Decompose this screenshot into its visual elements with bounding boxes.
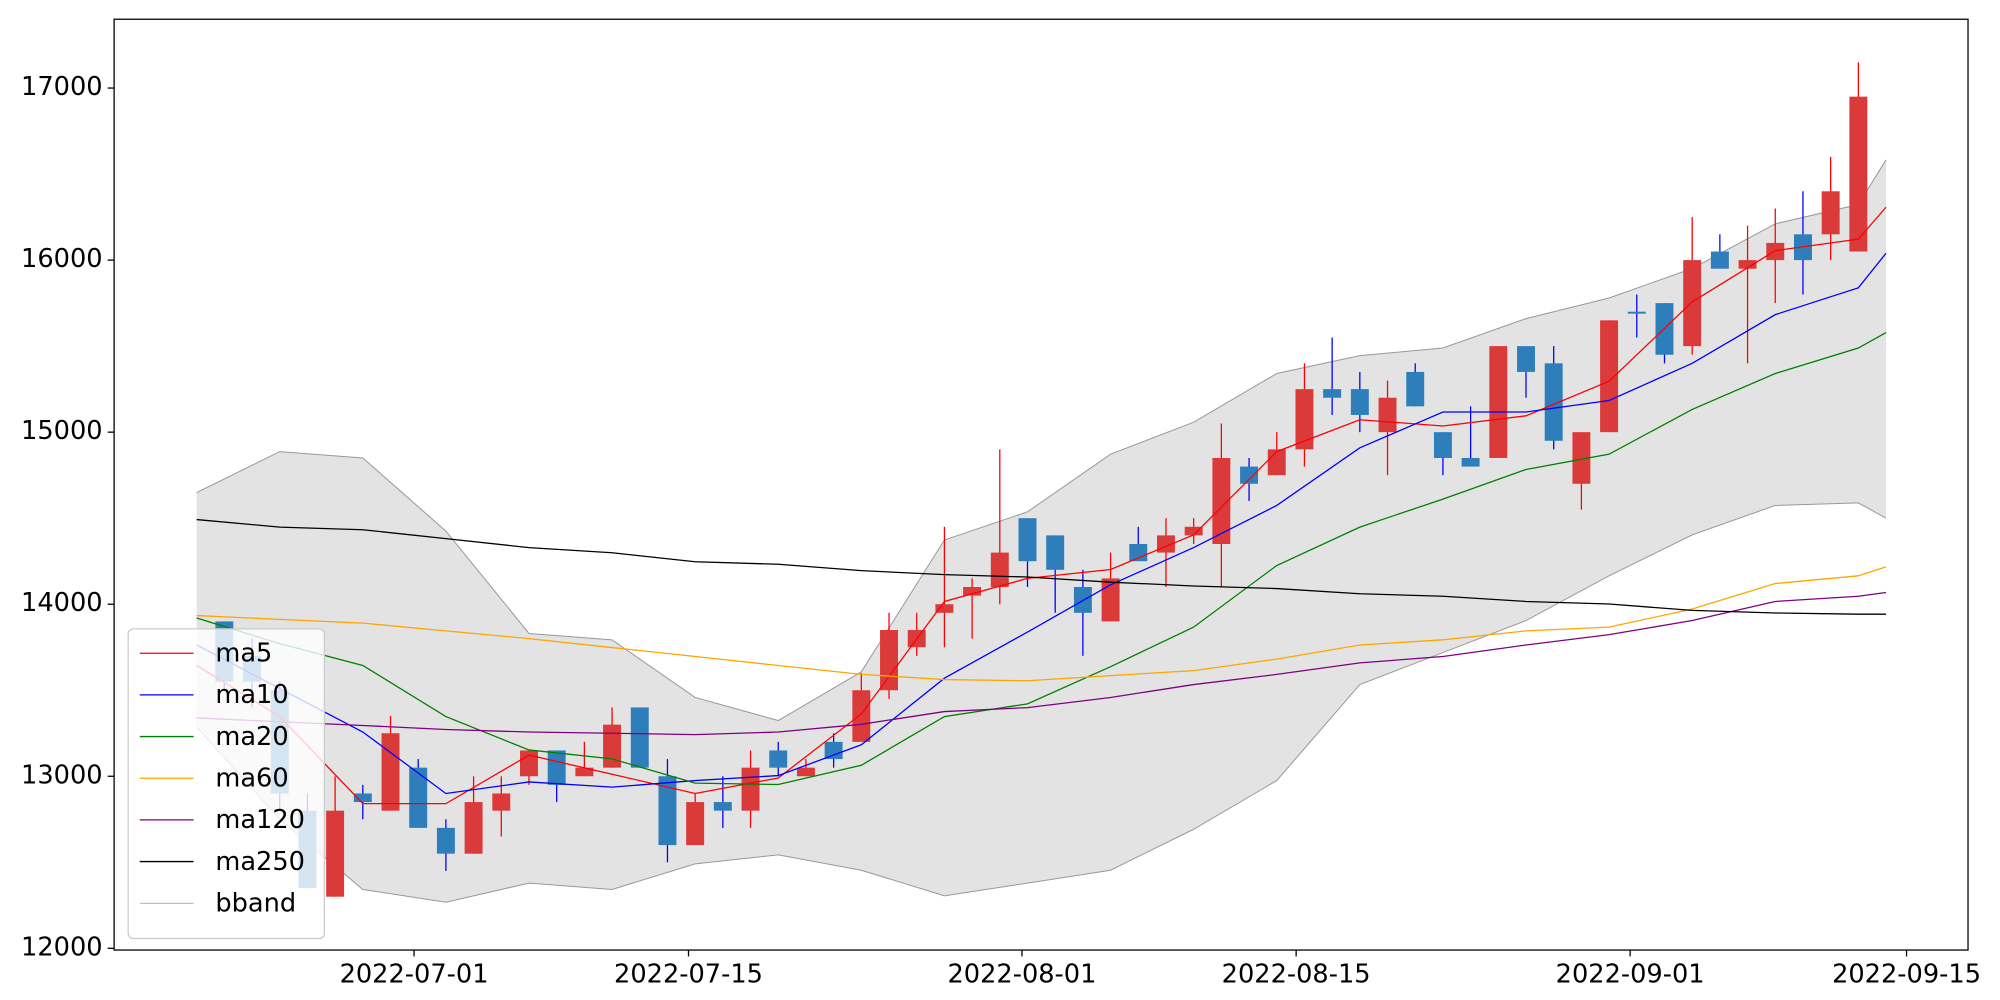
candle-body bbox=[741, 767, 760, 811]
candle-body bbox=[935, 604, 954, 613]
candle-body bbox=[630, 707, 649, 768]
bband-line bbox=[196, 502, 1887, 903]
candle-body bbox=[326, 810, 345, 897]
ma-line bbox=[196, 591, 1887, 736]
candle-body bbox=[1101, 578, 1120, 622]
candle-body bbox=[547, 750, 566, 785]
candle-body bbox=[1240, 466, 1259, 484]
legend: ma5 ma10 ma20 ma60 ma120 ma250 bband bbox=[127, 628, 326, 940]
x-tick-label: 2022-07-01 bbox=[340, 960, 489, 990]
ma-line bbox=[196, 331, 1887, 786]
y-tick-label: 16000 bbox=[21, 244, 103, 274]
candle-body bbox=[1295, 389, 1314, 450]
candle-body bbox=[686, 802, 705, 846]
legend-label: bband bbox=[215, 889, 296, 919]
bband-line bbox=[196, 159, 1887, 722]
candle-body bbox=[1184, 526, 1203, 536]
candle-body bbox=[575, 767, 594, 777]
candle-body bbox=[1129, 543, 1148, 562]
candle-body bbox=[880, 630, 898, 691]
candle-body bbox=[1267, 449, 1286, 476]
y-tick-label: 13000 bbox=[21, 760, 103, 790]
ma-line bbox=[196, 518, 1887, 615]
candle-body bbox=[1489, 346, 1508, 458]
y-tick-label: 12000 bbox=[21, 932, 103, 962]
candle-body bbox=[1212, 457, 1231, 544]
axes-frame bbox=[113, 18, 1969, 951]
candle-body bbox=[464, 802, 483, 854]
x-tick-label: 2022-09-01 bbox=[1556, 960, 1705, 990]
ma-line bbox=[196, 252, 1887, 795]
x-tick-label: 2022-07-15 bbox=[614, 960, 763, 990]
legend-label: ma120 bbox=[215, 805, 305, 835]
x-tick-label: 2022-08-01 bbox=[947, 960, 1096, 990]
candle-body bbox=[1821, 191, 1840, 235]
candle-body bbox=[1849, 96, 1868, 252]
candle-body bbox=[1738, 260, 1757, 269]
candle-body bbox=[963, 587, 982, 596]
legend-label: ma60 bbox=[215, 764, 288, 794]
candle-body bbox=[1766, 242, 1785, 261]
candle-body bbox=[603, 724, 622, 768]
candle-body bbox=[796, 767, 815, 777]
ma-line bbox=[196, 566, 1887, 682]
candle-body bbox=[1433, 432, 1452, 458]
bband-area bbox=[196, 159, 1887, 903]
ma-line bbox=[196, 206, 1887, 805]
candle-body bbox=[1406, 371, 1425, 407]
candle-body bbox=[1378, 397, 1397, 433]
candle-body bbox=[824, 741, 843, 760]
legend-label: ma5 bbox=[215, 639, 272, 669]
candle-body bbox=[990, 552, 1009, 588]
candle-body bbox=[409, 767, 428, 828]
candle-body bbox=[353, 793, 372, 803]
candle-body bbox=[1350, 389, 1369, 415]
legend-label: ma20 bbox=[215, 722, 288, 752]
candle-body bbox=[1018, 518, 1037, 562]
candle-body bbox=[520, 750, 538, 777]
candle-body bbox=[1600, 320, 1619, 433]
y-tick-label: 14000 bbox=[21, 588, 103, 618]
candle-body bbox=[1683, 260, 1702, 347]
y-tick-label: 17000 bbox=[21, 72, 103, 102]
candle-body bbox=[1461, 457, 1480, 467]
candle-body bbox=[1517, 346, 1535, 372]
candle-body bbox=[852, 690, 871, 742]
candle-body bbox=[658, 776, 677, 846]
candle-body bbox=[1710, 251, 1729, 269]
legend-label: ma250 bbox=[215, 847, 305, 877]
candle-body bbox=[492, 793, 511, 811]
candle-body bbox=[1627, 311, 1646, 314]
candle-body bbox=[1046, 535, 1065, 570]
legend-label: ma10 bbox=[215, 680, 288, 710]
candle-body bbox=[769, 750, 788, 768]
x-tick-label: 2022-09-15 bbox=[1832, 960, 1981, 990]
candle-body bbox=[1544, 363, 1563, 441]
candle-body bbox=[1572, 432, 1591, 484]
candle-body bbox=[436, 827, 455, 854]
plot: 12000 13000 14000 15000 16000 17000 2022-07-01… bbox=[21, 18, 1981, 990]
candle-body bbox=[1323, 389, 1342, 398]
candle-body bbox=[381, 733, 400, 811]
candle-body bbox=[713, 802, 732, 811]
x-tick-label: 2022-08-15 bbox=[1222, 960, 1371, 990]
y-tick-label: 15000 bbox=[21, 416, 103, 446]
